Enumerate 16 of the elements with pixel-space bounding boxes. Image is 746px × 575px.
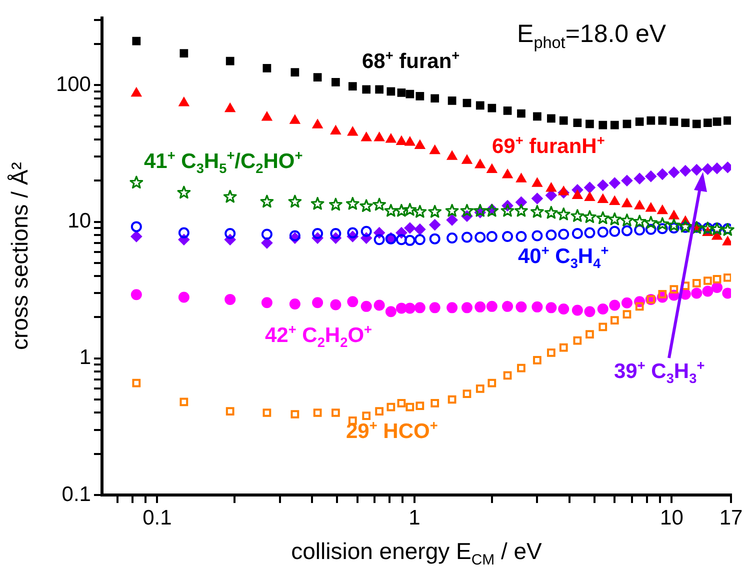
series-label: 42$^{+}$ C$_{2}$H$_{2}$O$^{+}$ (265, 322, 372, 350)
annotation: E$_{phot}$=18.0 eV (517, 20, 666, 53)
x-tick-label: 10 (660, 506, 684, 530)
series-label: 68$^{+}$ furan$^{+}$ (362, 48, 460, 74)
x-axis-title: collision energy E$_{CM}$ / eV (290, 538, 543, 569)
x-tick-label: 0.1 (142, 506, 172, 530)
y-tick-label: 10 (68, 210, 91, 233)
y-axis-title: cross sections / Å² (6, 162, 34, 350)
series-label: 69$^{+}$ furanH$^{+}$ (492, 133, 605, 159)
x-tick-label: 17 (719, 506, 743, 530)
y-tick-label: 100 (56, 72, 91, 96)
y-tick-label: 0.1 (62, 482, 91, 506)
text: 41$^{+}$ C$_{3}$H$_{5}$$^{+}$/C$_{2}$HO$^{+}$ (144, 148, 303, 176)
y-tick-label: 1 (79, 346, 91, 370)
series-label: 29$^{+}$ HCO$^{+}$ (346, 418, 438, 444)
x-tick-label: 1 (408, 506, 420, 530)
